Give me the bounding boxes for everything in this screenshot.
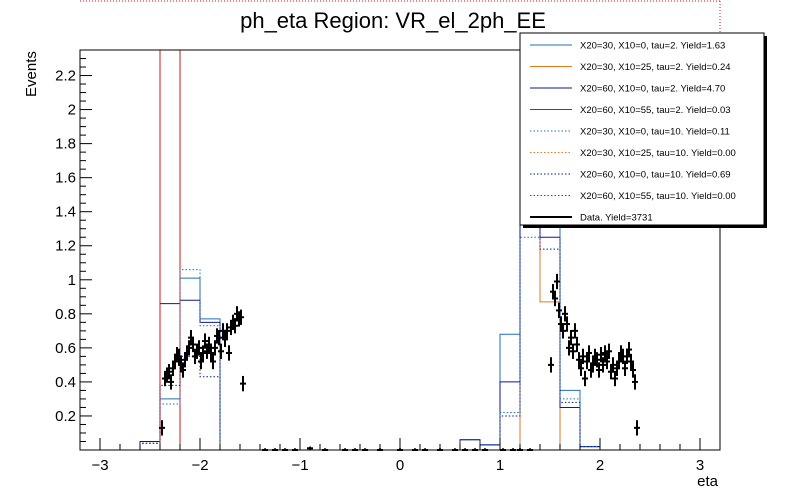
data-point [566,340,572,356]
data-point [586,345,592,361]
data-point [634,420,640,436]
data-point [556,302,562,319]
data-point [202,333,208,349]
chart-title: ph_eta Region: VR_el_2ph_EE [240,8,546,33]
data-point [212,340,218,356]
y-tick-label: 1.8 [55,136,76,153]
legend-label: X20=60, X10=55, tau=2. Yield=0.03 [580,105,731,116]
data-point [226,345,232,361]
data-point [166,364,172,380]
data-point [628,353,634,370]
data-point [582,370,588,387]
y-tick-label: 0.8 [55,306,76,323]
y-tick-label: 2 [68,102,76,119]
data-point [610,357,616,373]
data-point [598,347,604,363]
x-tick-label: −1 [291,457,308,474]
data-point [190,336,196,353]
data-point [200,345,206,361]
legend-label: X20=30, X10=25, tau=2. Yield=0.24 [580,62,731,73]
series-line-5 [100,214,700,451]
data-point [159,420,165,436]
x-tick-label: −2 [191,457,208,474]
data-point [240,375,246,392]
legend-label: X20=60, X10=0, tau=2. Yield=4.70 [580,84,725,95]
x-tick-label: −3 [91,457,108,474]
data-point [596,362,602,378]
y-tick-label: 0.6 [55,340,76,357]
data-point [570,343,576,359]
data-point [576,352,582,368]
y-axis-label: Events [23,51,40,97]
axes: −3 −2 −1 0 1 2 3 0.2 0.4 0.6 0.8 1 1.2 1.4 1.6 1.8 2 2.2 [55,49,721,474]
data-point [632,374,638,390]
data-point [210,353,216,370]
legend-label: X20=60, X10=0, tau=10. Yield=0.69 [580,170,731,181]
data-point [630,362,636,378]
legend-label: X20=30, X10=0, tau=2. Yield=1.63 [580,41,725,52]
y-tick-label: 1 [68,272,76,289]
data-point [186,340,192,356]
data-point [554,273,560,290]
x-tick-label: 2 [596,457,604,474]
data-point [198,353,204,370]
data-point [307,446,313,450]
data-point [578,360,584,376]
data-point [594,352,600,368]
legend-box [519,32,765,226]
data-point [206,336,212,353]
x-axis-label: eta [697,473,719,490]
data-point [196,340,202,356]
data-point [216,330,222,346]
data-point [580,348,586,365]
legend: X20=30, X10=0, tau=2. Yield=1.63 X20=30, … [519,32,767,228]
data-point [616,353,622,370]
legend-label: Data. Yield=3731 [580,213,653,224]
data-point [222,331,228,348]
data-point [606,343,612,359]
data-point [552,290,558,307]
legend-label: X20=30, X10=0, tau=10. Yield=0.11 [580,127,730,138]
data-point [218,343,224,359]
data-point [584,353,590,370]
data-point [602,345,608,361]
data-point [604,353,610,370]
data-point [612,370,618,387]
x-tick-label: 3 [696,457,704,474]
data-point [208,345,214,361]
data-point [562,306,568,322]
data-point [622,360,628,376]
data-point [176,348,182,365]
data-point [564,316,570,332]
data-point [600,357,606,373]
data-point [232,318,238,334]
x-tick-label: 0 [396,457,404,474]
data-point [626,341,632,358]
y-tick-label: 0.2 [55,408,76,425]
data-point [168,374,174,390]
data-point [560,323,566,339]
legend-label: X20=60, X10=55, tau=10. Yield=0.00 [580,191,736,202]
y-tick-label: 1.2 [55,238,76,255]
data-point [238,309,244,325]
legend-label: X20=30, X10=25, tau=10. Yield=0.00 [580,148,736,159]
data-point [568,330,574,346]
frame-lines [80,0,721,50]
data-point [572,323,578,339]
x-tick-label: 1 [496,457,504,474]
y-tick-label: 2.2 [55,68,76,85]
data-point [548,357,554,373]
data-point [574,336,580,353]
y-tick-label: 1.6 [55,170,76,187]
y-tick-label: 0.4 [55,374,76,391]
data-point [224,323,230,339]
data-point [180,362,186,378]
data-point [590,357,596,373]
y-tick-label: 1.4 [55,204,76,221]
